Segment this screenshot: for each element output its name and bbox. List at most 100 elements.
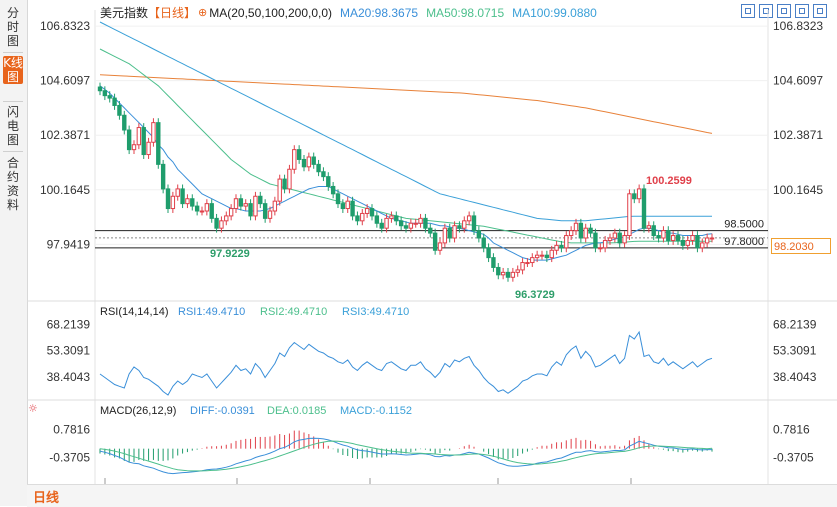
tab-flash[interactable]: 闪电图 (6, 105, 19, 147)
y-tick-label-left: 104.6097 (40, 74, 90, 88)
sidebar-divider (3, 101, 23, 102)
candle-body (199, 210, 205, 213)
candle-body (394, 215, 399, 222)
candle-body (141, 127, 146, 156)
rsi2-value: RSI2:49.4710 (260, 306, 327, 318)
candle-body (685, 239, 690, 246)
candle-body (364, 208, 370, 214)
candle-body (360, 212, 365, 222)
candle-body (243, 203, 248, 207)
rsi-y-tick-left: 68.2139 (47, 318, 91, 332)
tab-contract-info[interactable]: 合约资料 (6, 156, 19, 212)
candle-body (612, 232, 618, 239)
tab-timeshare[interactable]: 分时图 (6, 6, 19, 48)
candle-body (656, 235, 661, 239)
candle-body (457, 225, 462, 229)
candle-body (262, 203, 268, 219)
period-button[interactable]: 日线 (33, 491, 60, 506)
candle-body (160, 163, 166, 190)
candle-body (238, 198, 244, 207)
candle-body (675, 235, 681, 241)
y-tick-label-right: 106.8323 (773, 19, 823, 33)
candle-body (491, 257, 496, 268)
y-tick-label-left: 106.8323 (40, 19, 90, 33)
candle-body (525, 262, 530, 265)
rsi1-value: RSI1:49.4710 (178, 306, 245, 318)
rsi-y-tick-right: 68.2139 (773, 318, 817, 332)
candle-body (204, 203, 210, 212)
dea-value: DEA:0.0185 (267, 405, 326, 417)
candle-body (321, 171, 326, 178)
candle-body (539, 254, 545, 257)
candle-body (253, 195, 258, 217)
rsi-y-tick-left: 53.3091 (47, 344, 91, 358)
candle-body (156, 122, 161, 165)
candle-body (588, 227, 593, 234)
candle-body (632, 193, 637, 200)
y-tick-label-left: 102.3871 (40, 128, 90, 142)
candle-body (219, 220, 224, 229)
candle-body (476, 230, 482, 239)
candle-body (233, 198, 239, 210)
settings-icon[interactable]: ⊕ (198, 7, 208, 19)
candle-body (578, 222, 584, 239)
candle-body (180, 188, 185, 205)
rsi-y-tick-right: 38.4043 (773, 370, 817, 384)
candle-body (228, 208, 234, 217)
rsi-y-tick-right: 53.3091 (773, 344, 817, 358)
candle-body (287, 168, 292, 190)
candle-body (369, 208, 375, 217)
candle-body (389, 215, 394, 219)
candle-body (292, 149, 297, 170)
candle-body (413, 222, 418, 225)
candle-body (442, 227, 448, 244)
candle-body (131, 144, 137, 151)
candle-body (636, 188, 642, 200)
candle-body (583, 227, 588, 239)
candle-body (534, 254, 540, 259)
candle-body (680, 239, 686, 246)
candle-body (374, 215, 380, 224)
candle-body (428, 227, 433, 234)
candle-body (607, 237, 613, 241)
scroll-right-icon[interactable] (813, 4, 827, 18)
candle-body (564, 235, 569, 249)
crosshair-icon[interactable] (741, 4, 755, 18)
candle-body (500, 271, 506, 276)
candle-body (408, 222, 414, 229)
candle-body (432, 232, 438, 251)
candle-body (709, 237, 715, 240)
candle-body (306, 156, 312, 168)
candle-body (423, 217, 428, 229)
candle-body (690, 235, 695, 241)
candle-body (700, 242, 705, 249)
chart-header: 美元指数 【日线】 ⊕ MA(20,50,100,200,0,0) MA20:9… (100, 4, 597, 21)
candle-body (447, 227, 452, 239)
tab-kline[interactable]: K线图 (3, 56, 23, 84)
candle-body (398, 220, 404, 227)
candle-body (641, 188, 647, 229)
candle-body (117, 104, 122, 116)
rsi-y-tick-left: 38.4043 (47, 370, 91, 384)
chart-area[interactable]: 106.8323 106.8323 104.6097 104.6097 102.3871… (0, 0, 837, 484)
rsi-line (99, 330, 713, 396)
sidebar-divider (3, 52, 23, 53)
candle-body (598, 247, 603, 250)
scroll-left-icon[interactable] (795, 4, 809, 18)
ma50-line (99, 48, 712, 244)
candle-body (272, 200, 278, 212)
candle-body (277, 178, 282, 202)
candle-body (496, 266, 501, 276)
candle-body (403, 225, 409, 229)
candle-body (481, 237, 486, 249)
candle-body (520, 262, 525, 271)
candle-body (704, 237, 710, 244)
symbol-name: 美元指数 (100, 6, 149, 20)
zoom-in-icon[interactable] (777, 4, 791, 18)
candle-body (666, 230, 671, 241)
candle-body (258, 195, 263, 205)
period-tag[interactable]: 【日线】 (148, 6, 197, 20)
last-price-tag: 98.2030 (771, 238, 831, 254)
diff-line (99, 437, 712, 475)
